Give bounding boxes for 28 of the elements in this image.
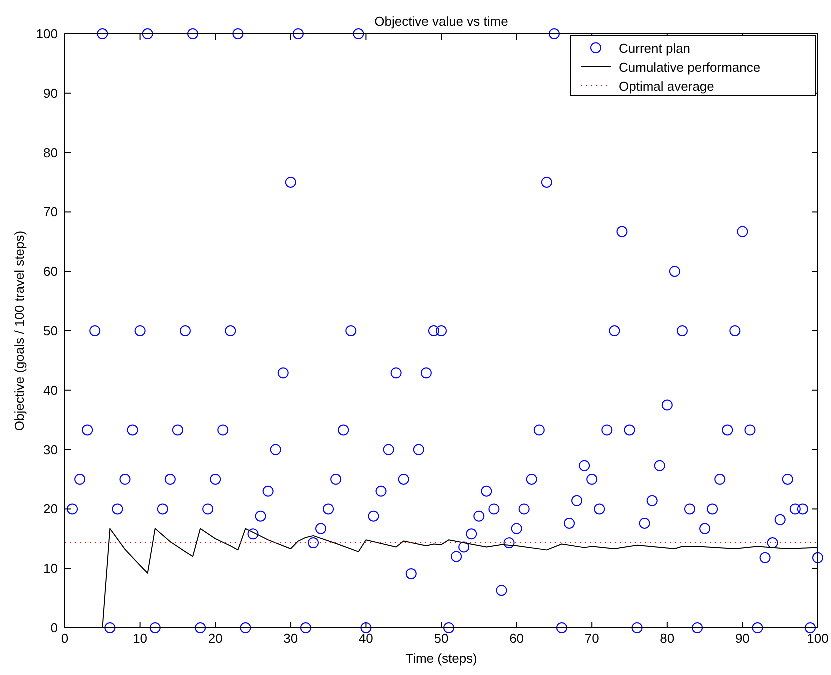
y-tick-label: 20 (44, 502, 58, 517)
y-tick-label: 10 (44, 561, 58, 576)
y-tick-label: 30 (44, 442, 58, 458)
x-tick-label: 70 (584, 631, 600, 646)
x-tick-label: 60 (510, 631, 524, 646)
legend-label: Cumulative performance (619, 60, 761, 75)
x-tick-label: 40 (358, 631, 374, 646)
x-tick-label: 80 (660, 631, 675, 646)
y-tick-label: 50 (44, 324, 58, 338)
x-tick-label: 20 (208, 631, 223, 646)
y-axis-title: Objective (goals / 100 travel steps) (12, 230, 27, 432)
y-tick-label: 60 (44, 264, 58, 280)
legend-label: Current plan (619, 41, 691, 56)
x-tick-label: 10 (133, 631, 148, 646)
x-tick-label: 0 (61, 631, 69, 646)
chart-title: Objective value vs time (374, 14, 508, 29)
x-tick-label: 30 (284, 631, 298, 646)
y-tick-label: 90 (44, 86, 58, 101)
y-tick-label: 40 (44, 382, 58, 398)
legend-label: Optimal average (619, 79, 714, 94)
x-tick-label: 100 (807, 631, 829, 646)
y-tick-label: 100 (36, 26, 58, 42)
x-axis-title: Time (steps) (406, 651, 478, 666)
y-tick-label: 0 (50, 620, 58, 636)
y-tick-label: 80 (44, 145, 58, 160)
x-tick-label: 90 (735, 631, 750, 646)
y-tick-label: 70 (44, 204, 58, 220)
x-tick-label: 50 (434, 631, 449, 646)
